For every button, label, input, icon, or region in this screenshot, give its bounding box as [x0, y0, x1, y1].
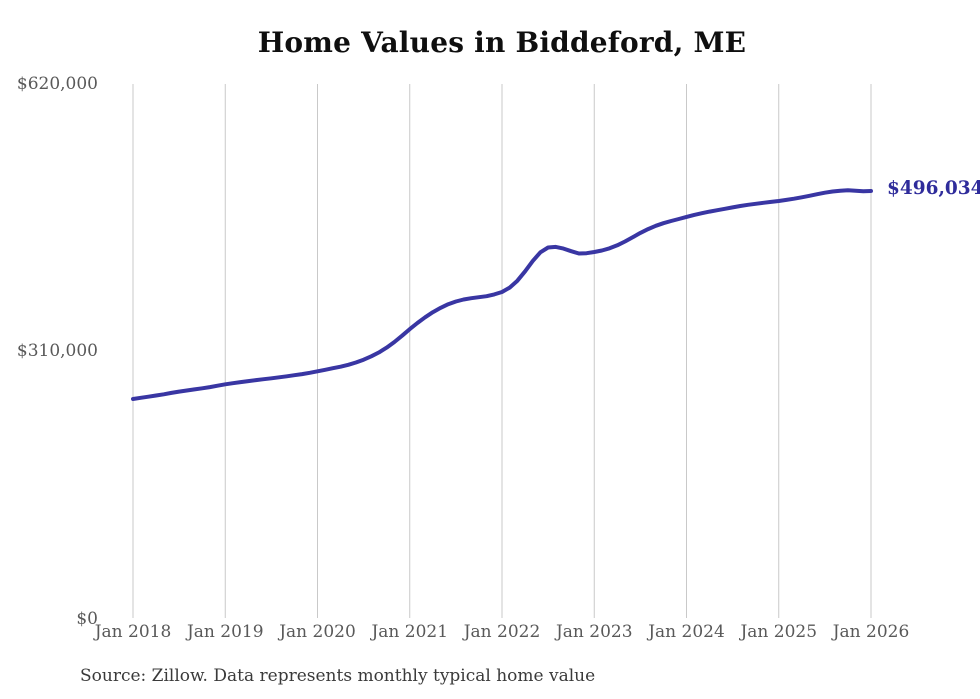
x-axis-tick-jan-2021: Jan 2021 — [371, 622, 449, 642]
vertical-gridlines — [132, 84, 872, 618]
x-axis-tick-jan-2018: Jan 2018 — [94, 622, 172, 642]
x-axis-tick-jan-2023: Jan 2023 — [555, 622, 633, 642]
home-value-line-series — [131, 188, 873, 401]
x-axis-tick-jan-2022: Jan 2022 — [463, 622, 541, 642]
source-attribution: Source: Zillow. Data represents monthly … — [80, 666, 596, 686]
chart-title: Home Values in Biddeford, ME — [257, 26, 747, 59]
x-axis-tick-jan-2019: Jan 2019 — [186, 622, 264, 642]
latest-value-label: $496,034 — [887, 177, 980, 199]
x-axis-tick-jan-2024: Jan 2024 — [648, 622, 725, 642]
y-axis-tick-620000: $620,000 — [16, 74, 98, 94]
x-axis-tick-jan-2020: Jan 2020 — [279, 622, 356, 642]
x-axis-tick-jan-2025: Jan 2025 — [740, 622, 818, 642]
x-axis-tick-jan-2026: Jan 2026 — [832, 622, 910, 642]
y-axis-tick-0: $0 — [76, 609, 98, 629]
y-axis-tick-310000: $310,000 — [16, 341, 98, 361]
